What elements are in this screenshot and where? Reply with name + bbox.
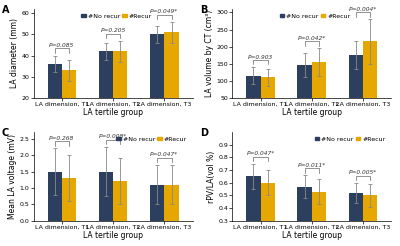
Text: P=0.005*: P=0.005* — [349, 170, 377, 175]
X-axis label: LA tertile group: LA tertile group — [282, 231, 342, 240]
Text: P=0.011*: P=0.011* — [298, 163, 326, 168]
Bar — [349, 193, 363, 246]
Legend: #No recur, #Recur: #No recur, #Recur — [116, 137, 187, 142]
Text: P=0.047*: P=0.047* — [246, 151, 275, 156]
Legend: #No recur, #Recur: #No recur, #Recur — [315, 137, 386, 142]
Bar — [48, 64, 62, 140]
Bar — [150, 185, 164, 221]
Text: P=0.047*: P=0.047* — [150, 152, 178, 157]
Bar — [246, 76, 260, 115]
Text: B: B — [200, 5, 208, 15]
Y-axis label: LA diameter (mm): LA diameter (mm) — [10, 18, 19, 89]
X-axis label: LA tertile group: LA tertile group — [282, 108, 342, 117]
Bar — [99, 51, 113, 140]
Bar — [363, 42, 377, 115]
Text: P=0.903: P=0.903 — [248, 55, 273, 60]
Legend: #No recur, #Recur: #No recur, #Recur — [280, 14, 350, 19]
Text: C: C — [2, 128, 9, 138]
Bar — [164, 185, 179, 221]
Text: P=0.042*: P=0.042* — [298, 36, 326, 41]
Bar — [113, 181, 128, 221]
Bar — [363, 196, 377, 246]
Bar — [48, 171, 62, 221]
Y-axis label: LA volume by CT (cm³): LA volume by CT (cm³) — [205, 10, 214, 97]
Bar — [312, 62, 326, 115]
Bar — [99, 171, 113, 221]
Bar — [113, 51, 128, 140]
Text: P=0.085: P=0.085 — [49, 43, 74, 48]
Bar — [62, 70, 76, 140]
Text: P=0.205: P=0.205 — [100, 28, 126, 33]
Bar — [349, 55, 363, 115]
Text: P=0.004*: P=0.004* — [349, 7, 377, 12]
Bar — [260, 183, 275, 246]
Bar — [298, 65, 312, 115]
Text: P=0.008*: P=0.008* — [99, 134, 127, 139]
Bar — [62, 178, 76, 221]
Text: P=0.049*: P=0.049* — [150, 9, 178, 14]
Bar — [246, 176, 260, 246]
Legend: #No recur, #Recur: #No recur, #Recur — [81, 14, 152, 19]
Text: D: D — [200, 128, 208, 138]
Bar — [260, 77, 275, 115]
Bar — [312, 192, 326, 246]
Bar — [164, 32, 179, 140]
Text: A: A — [2, 5, 10, 15]
Text: P=0.268: P=0.268 — [49, 136, 74, 141]
Bar — [150, 34, 164, 140]
X-axis label: LA tertile group: LA tertile group — [83, 231, 143, 240]
X-axis label: LA tertile group: LA tertile group — [83, 108, 143, 117]
Y-axis label: rPV/LA(vol %): rPV/LA(vol %) — [206, 150, 216, 202]
Bar — [298, 187, 312, 246]
Y-axis label: Mean LA voltage (mV): Mean LA voltage (mV) — [8, 134, 17, 219]
